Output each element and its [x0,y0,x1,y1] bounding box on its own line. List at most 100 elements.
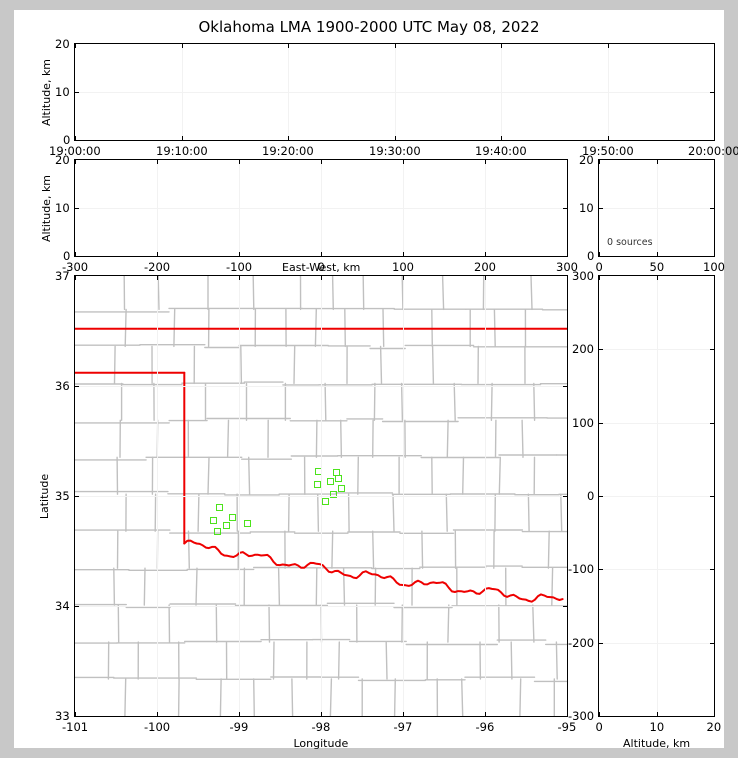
tick-x [321,252,322,256]
tick-label-x: 50 [649,260,665,274]
panel-plan-view-map[interactable] [74,275,568,717]
county-line [357,456,359,495]
county-line [187,530,190,569]
tick-x-top [657,160,658,164]
tick-label-x: -300 [62,260,89,274]
figure-canvas: Oklahoma LMA 1900-2000 UTC May 08, 2022 … [14,10,738,750]
county-line [462,456,465,495]
tick-x [403,252,404,256]
county-line [490,382,493,421]
county-line [197,493,200,532]
tick-y [599,569,603,570]
tick-x-top [599,160,600,164]
tick-label-y: 0 [587,489,595,503]
tick-label-y: 10 [55,201,70,215]
county-line [340,419,343,458]
tick-label-x: 0 [595,720,603,734]
county-line [373,382,376,421]
tick-x [75,712,76,716]
tick-label-y: 200 [572,342,594,356]
tick-x-top [567,160,568,164]
source-marker [243,519,251,527]
tick-y-right [563,496,567,497]
tick-label-x: 300 [556,260,578,274]
tick-label-x: -100 [226,260,253,274]
tick-y-right [710,643,714,644]
county-line [113,567,116,606]
tick-x [395,136,396,140]
county-line [393,678,396,716]
tick-x [657,252,658,256]
county-line [431,345,435,385]
tick-x [321,712,322,716]
county-line [453,382,456,421]
county-line [277,567,281,606]
tick-x-top [239,160,240,164]
tick-x [75,136,76,140]
tick-label-x: -97 [393,720,413,734]
county-line [177,678,180,716]
county-line [143,567,146,606]
tick-label-y: 20 [579,153,594,167]
county-line [329,678,333,716]
county-line [293,345,296,385]
tick-label-x: -100 [144,720,171,734]
source-marker [329,490,337,498]
panel-time-vs-altitude[interactable] [74,43,715,141]
tick-x [599,252,600,256]
tick-label-y: 36 [55,379,70,393]
tick-y [599,423,603,424]
county-line [124,678,127,716]
tick-label-x: 19:10:00 [156,144,208,158]
tick-x [608,136,609,140]
tick-y [75,92,79,93]
tick-x-top [157,160,158,164]
tick-x [239,712,240,716]
tick-x-top [395,44,396,48]
gridline-horizontal [599,349,714,350]
tick-x [239,252,240,256]
tick-label-x: 10 [649,720,665,734]
county-line [207,456,210,495]
county-line [317,493,320,532]
county-line [530,276,533,311]
tick-label-y: -300 [568,709,595,723]
tick-label-y: 100 [572,416,594,430]
tick-x [501,136,502,140]
tick-x-top [714,160,715,164]
tick-x [182,136,183,140]
tick-x-top [321,276,322,280]
county-line [400,382,404,421]
tick-x-top [714,44,715,48]
gridline-horizontal [75,496,567,497]
county-line [226,419,230,458]
tick-y [599,349,603,350]
tick-x [714,252,715,256]
source-marker [216,503,224,511]
county-line [219,678,222,716]
axis-label-altitude-ns: Altitude, km [623,737,691,750]
tick-label-x: -95 [557,720,577,734]
county-line [331,276,334,311]
county-line [401,276,404,311]
county-line [272,641,275,680]
tick-x [157,252,158,256]
gridline-horizontal [599,643,714,644]
tick-label-x: 20:00:00 [688,144,738,158]
tick-y [75,606,79,607]
county-line [532,604,535,643]
tick-y-right [563,606,567,607]
source-marker [213,527,221,535]
tick-x-top [75,276,76,280]
map-geography [75,276,567,716]
tick-label-x: 200 [474,260,496,274]
tick-label-x: 19:30:00 [369,144,421,158]
county-line [441,276,445,311]
tick-label-x: -96 [475,720,495,734]
county-line [324,382,327,421]
county-line [253,678,255,716]
county-line [527,493,530,532]
panel-altitude-vs-north-south[interactable] [598,275,715,717]
panel-altitude-histogram[interactable]: 0 sources [598,159,715,257]
panel-east-west-vs-altitude[interactable] [74,159,568,257]
